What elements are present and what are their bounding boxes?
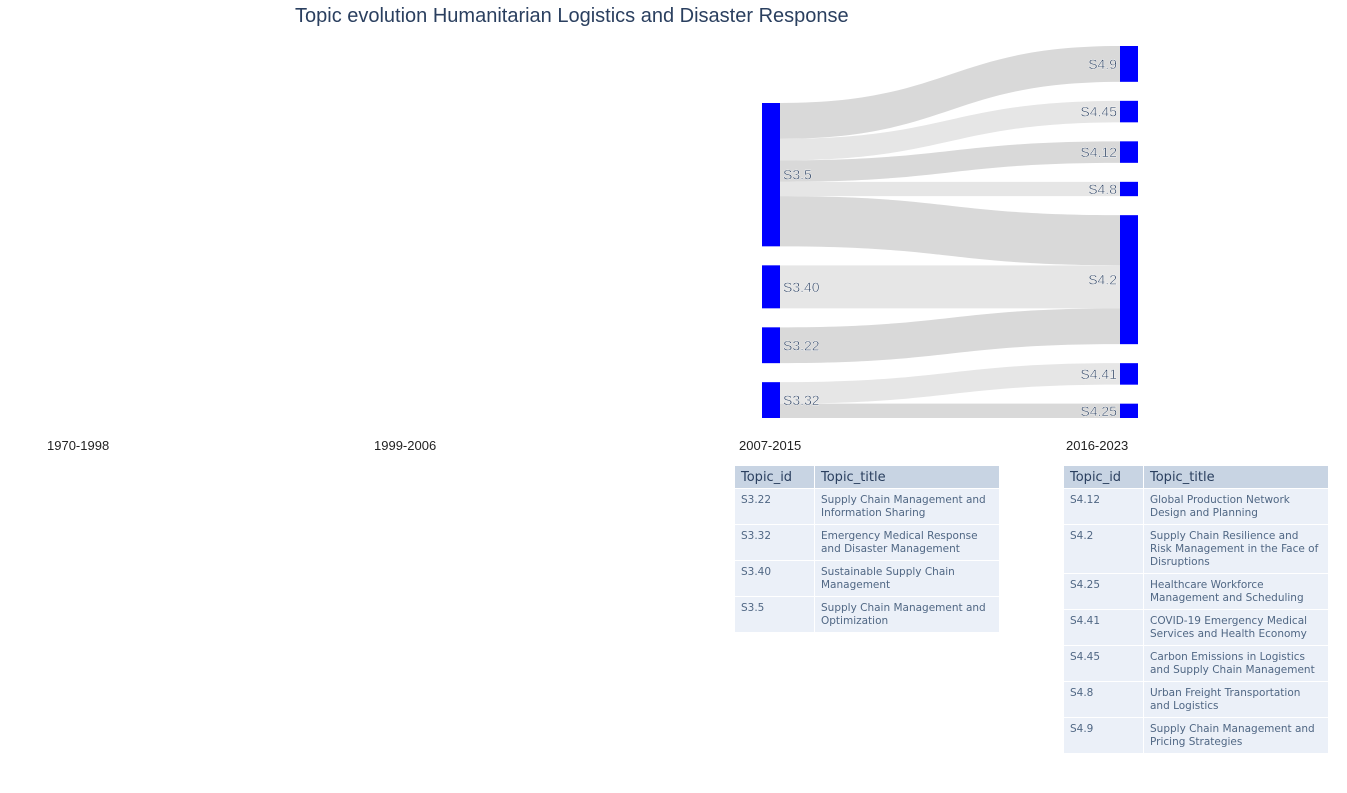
topic-title-cell: Global Production Network Design and Pla… (1144, 489, 1329, 525)
sankey-node-label-S4.9: S4.9 (1088, 56, 1117, 72)
table-header-row: Topic_id Topic_title (735, 466, 1000, 489)
sankey-node-label-S4.41: S4.41 (1080, 366, 1117, 382)
sankey-node-S3.32[interactable] (762, 382, 780, 418)
topic-id-cell: S4.8 (1064, 682, 1144, 718)
table-row: S4.8 Urban Freight Transportation and Lo… (1064, 682, 1329, 718)
sankey-node-label-S3.40: S3.40 (783, 279, 820, 295)
column-header-topic-title: Topic_title (815, 466, 1000, 489)
column-header-topic-id: Topic_id (1064, 466, 1144, 489)
chart-title: Topic evolution Humanitarian Logistics a… (295, 5, 849, 27)
topic-table-2007-2015: Topic_id Topic_title S3.22 Supply Chain … (735, 466, 1000, 633)
table-row: S4.25 Healthcare Workforce Management an… (1064, 574, 1329, 610)
sankey-diagram[interactable]: S3.5 S3.40 S3.22 S3.32 S4.9 S4.45 S4.12 S4.8 S4.… (0, 0, 1347, 430)
topic-id-cell: S4.45 (1064, 646, 1144, 682)
table-row: S3.32 Emergency Medical Response and Dis… (735, 525, 1000, 561)
sankey-node-S4.41[interactable] (1120, 363, 1138, 385)
topic-title-cell: Supply Chain Management and Information … (815, 489, 1000, 525)
table-row: S3.22 Supply Chain Management and Inform… (735, 489, 1000, 525)
period-label-2007-2015: 2007-2015 (739, 438, 802, 453)
sankey-link-S3.22-S4.2[interactable] (780, 308, 1120, 364)
sankey-link-S3.5-S4.45[interactable] (780, 100, 1120, 161)
sankey-node-label-S3.22: S3.22 (783, 337, 820, 353)
sankey-node-S3.5[interactable] (762, 103, 780, 247)
topic-title-cell: COVID-19 Emergency Medical Services and … (1144, 610, 1329, 646)
period-label-1999-2006: 1999-2006 (374, 438, 437, 453)
topic-id-cell: S4.41 (1064, 610, 1144, 646)
topic-id-cell: S4.2 (1064, 525, 1144, 574)
topic-table-2016-2023: Topic_id Topic_title S4.12 Global Produc… (1064, 466, 1329, 754)
sankey-node-S4.12[interactable] (1120, 141, 1138, 163)
topic-id-cell: S4.9 (1064, 718, 1144, 754)
topic-id-cell: S3.32 (735, 525, 815, 561)
table-row: S4.45 Carbon Emissions in Logistics and … (1064, 646, 1329, 682)
sankey-link-S3.5-S4.2[interactable] (780, 196, 1120, 266)
table-row: S4.9 Supply Chain Management and Pricing… (1064, 718, 1329, 754)
period-label-2016-2023: 2016-2023 (1066, 438, 1129, 453)
table-row: S4.2 Supply Chain Resilience and Risk Ma… (1064, 525, 1329, 574)
table-row: S4.41 COVID-19 Emergency Medical Service… (1064, 610, 1329, 646)
sankey-links (780, 46, 1120, 418)
sankey-link-S3.5-S4.8[interactable] (780, 181, 1120, 197)
sankey-node-label-S3.32: S3.32 (783, 392, 820, 408)
table-header-row: Topic_id Topic_title (1064, 466, 1329, 489)
topic-id-cell: S4.25 (1064, 574, 1144, 610)
topic-id-cell: S3.5 (735, 597, 815, 633)
sankey-node-label-S4.2: S4.2 (1088, 272, 1117, 288)
table-row: S3.40 Sustainable Supply Chain Managemen… (735, 561, 1000, 597)
topic-title-cell: Supply Chain Management and Optimization (815, 597, 1000, 633)
column-header-topic-id: Topic_id (735, 466, 815, 489)
topic-id-cell: S3.22 (735, 489, 815, 525)
topic-title-cell: Supply Chain Resilience and Risk Managem… (1144, 525, 1329, 574)
sankey-node-S4.8[interactable] (1120, 181, 1138, 197)
sankey-node-S4.2[interactable] (1120, 215, 1138, 345)
topic-title-cell: Emergency Medical Response and Disaster … (815, 525, 1000, 561)
topic-title-cell: Supply Chain Management and Pricing Stra… (1144, 718, 1329, 754)
sankey-node-S4.9[interactable] (1120, 46, 1138, 82)
sankey-node-label-S4.25: S4.25 (1080, 403, 1117, 419)
sankey-link-S3.40-S4.2[interactable] (780, 265, 1120, 309)
table-row: S3.5 Supply Chain Management and Optimiz… (735, 597, 1000, 633)
sankey-nodes (762, 46, 1138, 418)
sankey-node-S4.45[interactable] (1120, 100, 1138, 123)
period-label-1970-1998: 1970-1998 (47, 438, 110, 453)
sankey-node-label-S4.12: S4.12 (1080, 144, 1117, 160)
sankey-link-S3.5-S4.9[interactable] (780, 46, 1120, 139)
topic-id-cell: S4.12 (1064, 489, 1144, 525)
topic-title-cell: Carbon Emissions in Logistics and Supply… (1144, 646, 1329, 682)
sankey-link-S3.32-S4.41[interactable] (780, 363, 1120, 404)
sankey-node-label-S4.45: S4.45 (1080, 104, 1117, 120)
sankey-node-S3.22[interactable] (762, 327, 780, 364)
column-header-topic-title: Topic_title (1144, 466, 1329, 489)
sankey-link-S3.5-S4.12[interactable] (780, 141, 1120, 182)
sankey-link-S3.32-S4.25[interactable] (780, 403, 1120, 418)
topic-title-cell: Healthcare Workforce Management and Sche… (1144, 574, 1329, 610)
sankey-labels: S3.5 S3.40 S3.22 S3.32 S4.9 S4.45 S4.12 S4.8 S4.… (783, 56, 1118, 419)
table-row: S4.12 Global Production Network Design a… (1064, 489, 1329, 525)
topic-title-cell: Urban Freight Transportation and Logisti… (1144, 682, 1329, 718)
sankey-node-label-S4.8: S4.8 (1088, 181, 1117, 197)
sankey-node-S4.25[interactable] (1120, 403, 1138, 418)
sankey-node-label-S3.5: S3.5 (783, 167, 812, 183)
topic-title-cell: Sustainable Supply Chain Management (815, 561, 1000, 597)
topic-id-cell: S3.40 (735, 561, 815, 597)
sankey-node-S3.40[interactable] (762, 265, 780, 309)
